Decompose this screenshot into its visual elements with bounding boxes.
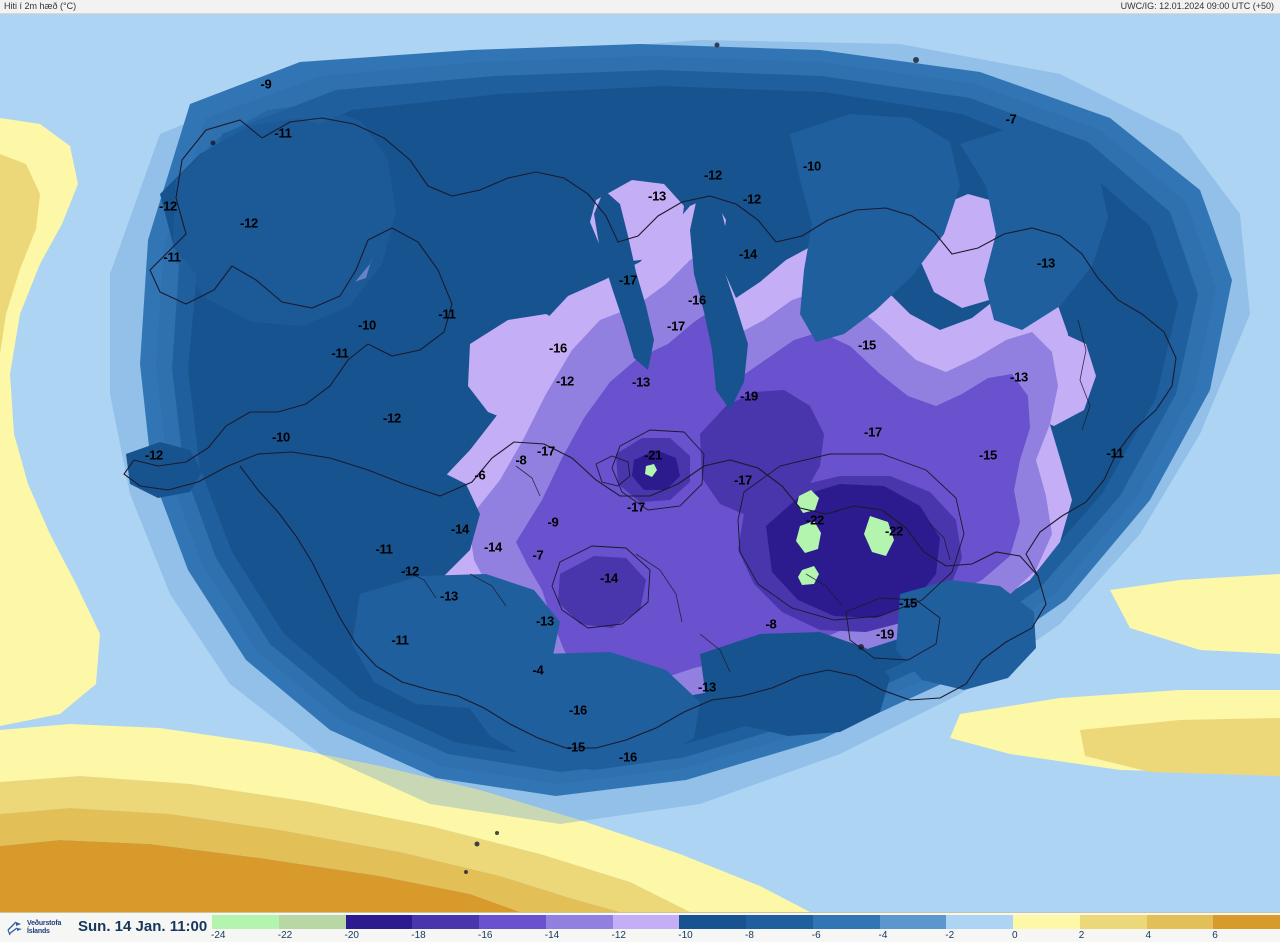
coldest-pocket-5: [645, 464, 657, 477]
colorbar-tick: -14: [544, 930, 560, 941]
colorbar-band: [812, 915, 880, 929]
valley-blue-skaga: [594, 190, 654, 370]
colorbar-tick: -6: [811, 930, 821, 941]
colorbar-band: [746, 915, 813, 929]
band-minus22: [766, 484, 940, 618]
parameter-label: Hiti í 2m hæð (°C): [4, 1, 77, 11]
colorbar-tick: -18: [411, 930, 426, 941]
inlet-blue-hornafjordur: [896, 580, 1036, 690]
colorbar-tick: 2: [1078, 930, 1085, 941]
valid-time-label: Sun. 14 Jan. 11:00: [78, 918, 208, 935]
model-run-label: UWC/IG: 12.01.2024 09:00 UTC (+50): [1120, 1, 1274, 11]
logo-line-2: Íslands: [27, 928, 50, 935]
colorbar-band: [1146, 915, 1214, 929]
colorbar-band: [612, 915, 680, 929]
colorbar-band: [679, 915, 746, 929]
footer-bar: Veðurstofa Íslands Sun. 14 Jan. 11:00 -2…: [0, 912, 1280, 942]
map-header-bar: Hiti í 2m hæð (°C) UWC/IG: 12.01.2024 09…: [0, 0, 1280, 14]
warm-band-gold-se: [1080, 718, 1280, 776]
inlet-blue-se: [700, 632, 890, 736]
colorbar-band: [345, 915, 413, 929]
colorbar-tick: -12: [611, 930, 626, 941]
colorbar-band: [479, 915, 546, 929]
colorbar-band: [1013, 915, 1080, 929]
temperature-colorbar[interactable]: -24 -22 -20 -18 -16 -14 -12 -10 -8 -6 -4 -2 0 2 4 6: [211, 915, 1280, 942]
colorbar-band: [946, 915, 1013, 929]
coldest-pocket-2: [796, 521, 821, 553]
colorbar-tick: 4: [1145, 930, 1152, 941]
logo-line-1: Veðurstofa: [27, 920, 62, 927]
logo-wordmark: Veðurstofa Íslands: [27, 920, 61, 936]
valley-blue-north: [790, 114, 960, 342]
colorbar-tick: -8: [745, 930, 754, 941]
wind-barb-icon: [6, 918, 24, 938]
vedurstofa-logo[interactable]: Veðurstofa Íslands: [6, 916, 72, 940]
band-minus20: [700, 390, 824, 516]
colorbar-tick: 6: [1212, 930, 1218, 941]
warm-band-pale-se: [1110, 574, 1280, 654]
colorbar-tick: 0: [1012, 930, 1018, 941]
colorbar-tick-labels: -24 -22 -20 -18 -16 -14 -12 -10 -8 -6 -4 -2 0 2 4 6: [211, 929, 1280, 942]
temperature-map[interactable]: -9 -11 -12 -12 -11 -11 -10 -11 -13 -12 -12 -10 -7 -14…: [0, 14, 1280, 912]
islets: [210, 42, 919, 874]
coastline-outline: [123, 117, 1177, 749]
warm-band-pale-sw: [0, 118, 100, 726]
colorbar-band: [879, 915, 947, 929]
coldest-pocket-4: [864, 516, 894, 556]
colorbar-tick: -4: [878, 930, 888, 941]
glacier-outlines: [551, 429, 965, 661]
valley-blue-eyja: [690, 184, 748, 410]
warm-band-gold-sw: [0, 154, 40, 354]
warm-band-orange: [0, 840, 520, 912]
colorbar-band: [278, 915, 346, 929]
colorbar-band: [1213, 915, 1280, 929]
colorbar-band: [1079, 915, 1147, 929]
colorbar-band: [212, 915, 279, 929]
colorbar-swatches: [212, 915, 1280, 929]
inlet-blue-faxafloi: [324, 466, 480, 592]
band-minus20-hofs: [558, 556, 646, 628]
colorbar-tick: -16: [478, 930, 493, 941]
colorbar-tick: -24: [211, 930, 226, 941]
colorbar-tick: -2: [945, 930, 955, 941]
warm-band-pale: [0, 724, 810, 912]
warm-band-gold2: [0, 776, 690, 912]
colorbar-tick: -20: [344, 930, 359, 941]
inlet-blue-south: [468, 652, 700, 770]
coldest-pocket-1: [797, 490, 819, 513]
temperature-contour-field: [0, 14, 1280, 912]
colorbar-band: [412, 915, 479, 929]
colorbar-band: [545, 915, 613, 929]
warm-band-gold: [0, 808, 620, 912]
colorbar-tick: -10: [678, 930, 693, 941]
colorbar-tick: -22: [277, 930, 293, 941]
rivers-and-lakes: [403, 319, 1091, 673]
snaefellsnes-core: [126, 442, 202, 498]
